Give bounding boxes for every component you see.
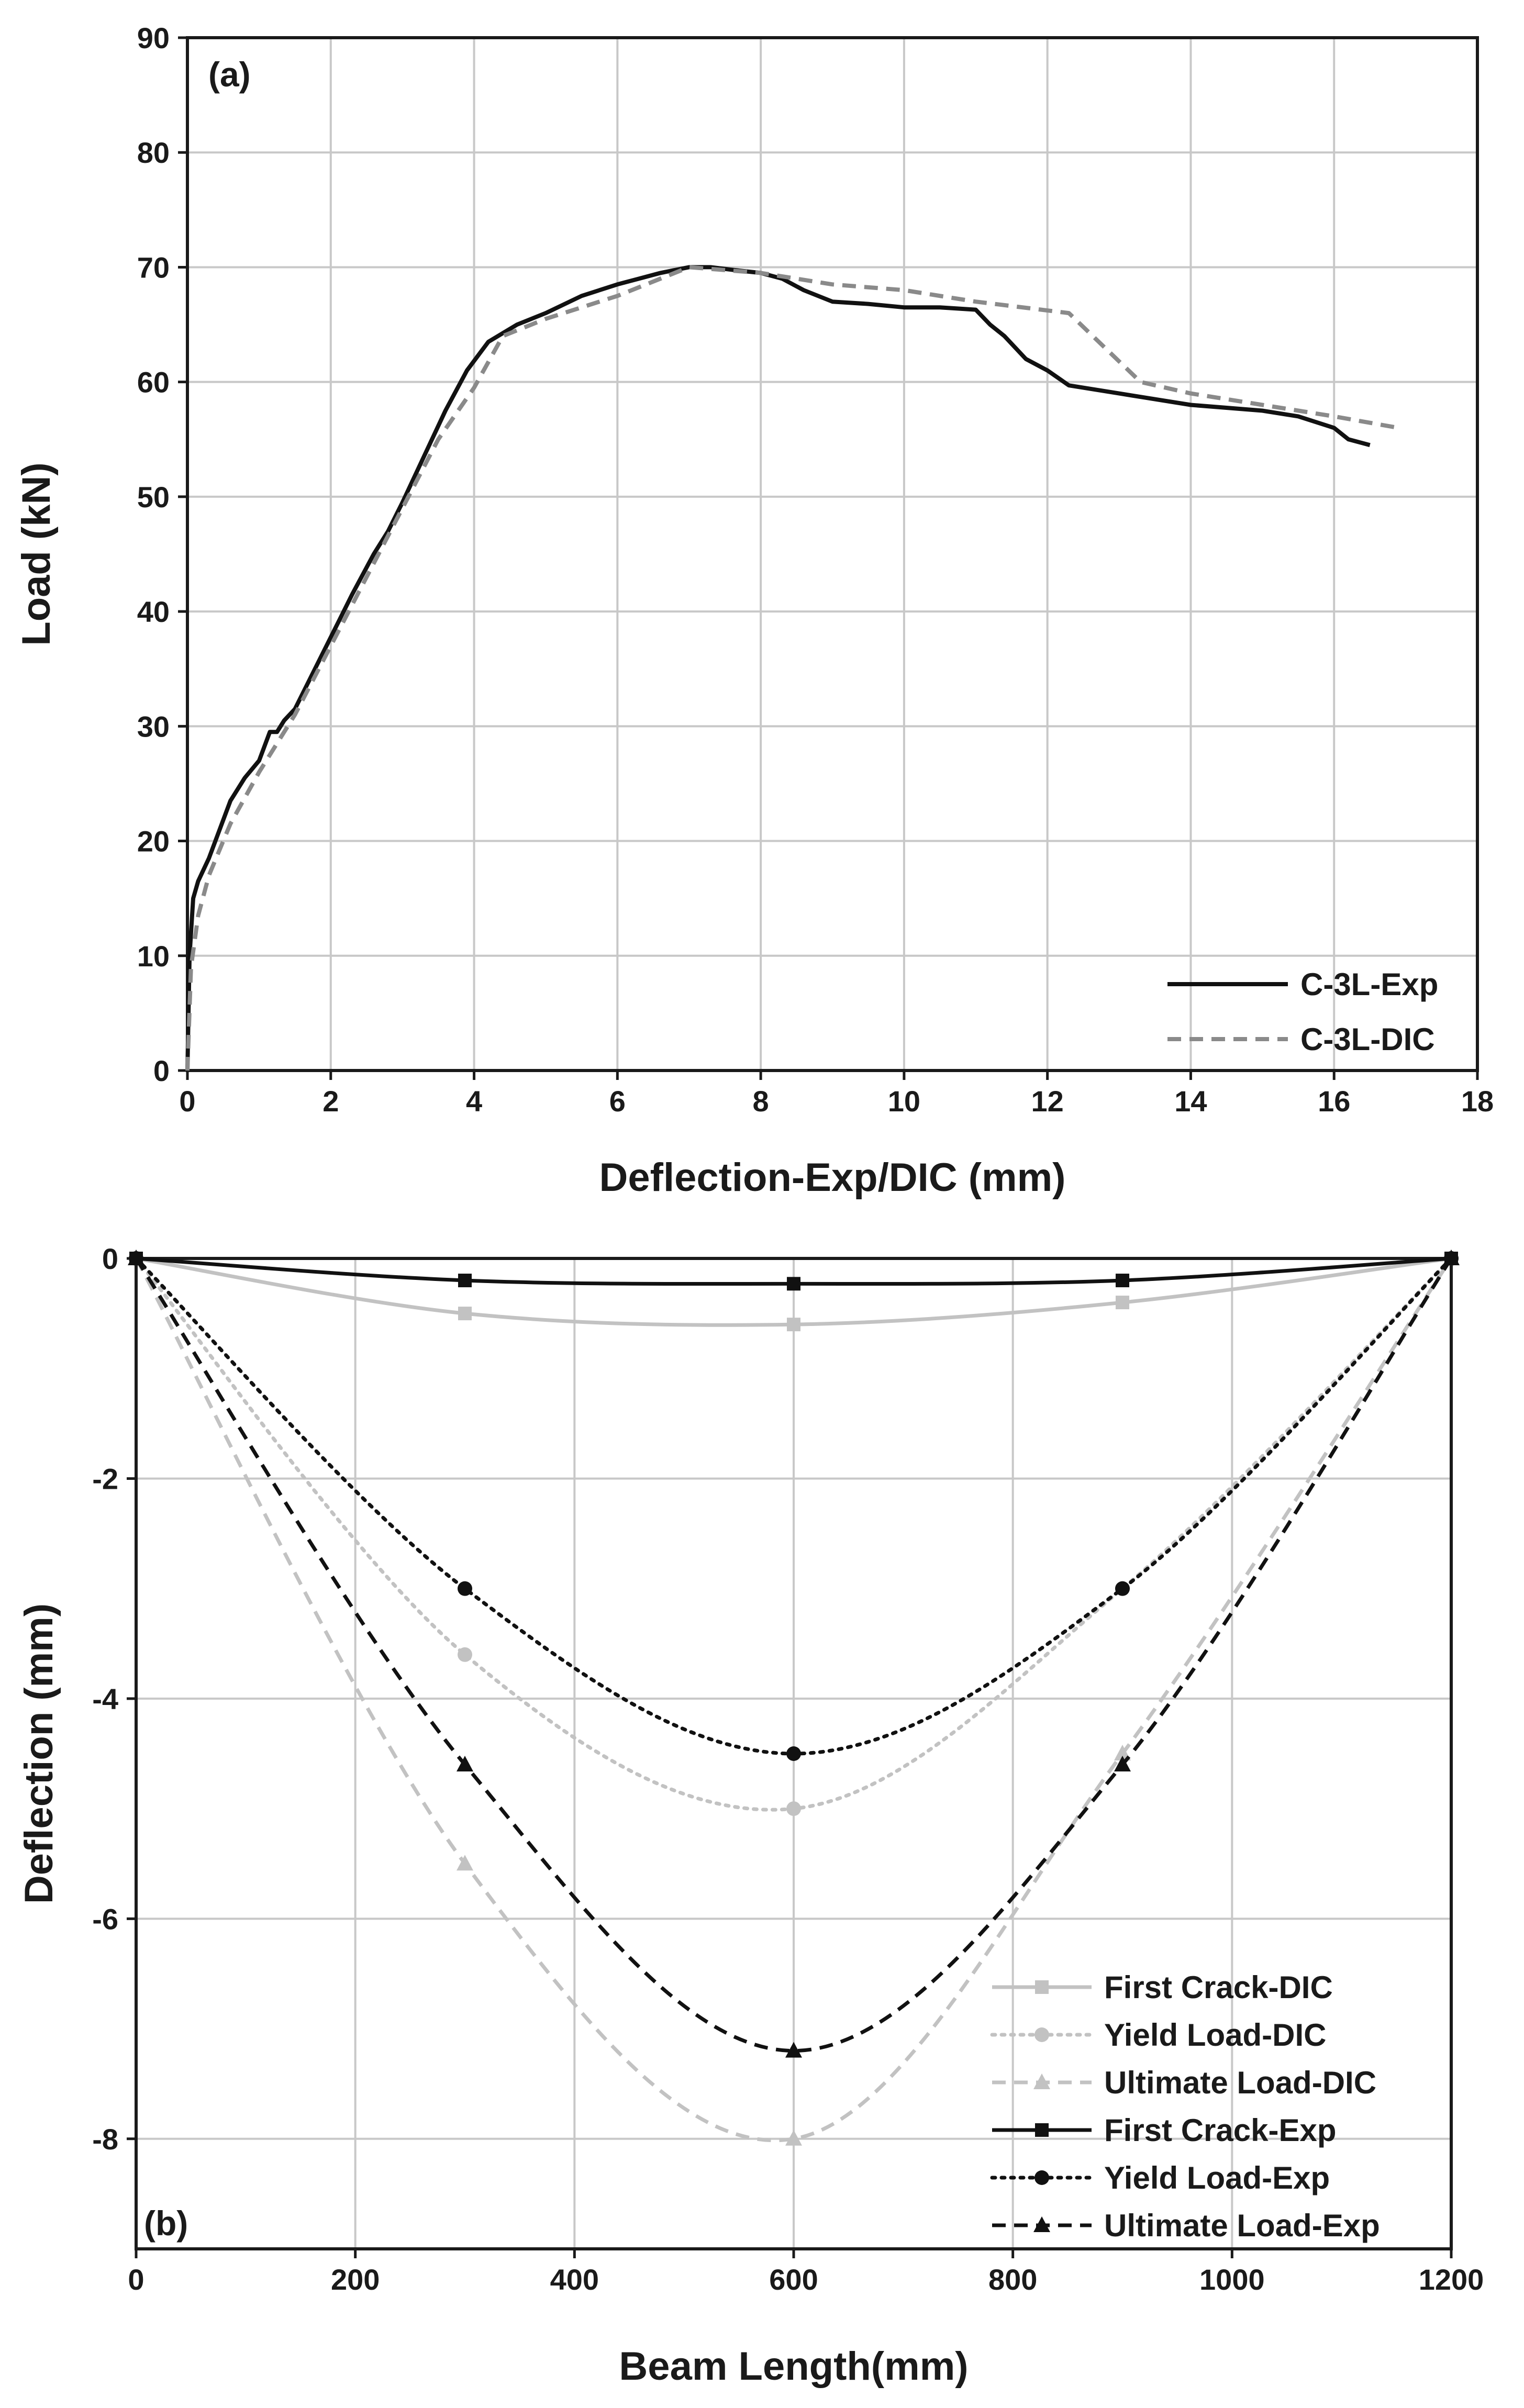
data-point-first-crack-exp-2 [787, 1277, 800, 1291]
panel-a-load-deflection-chart: 0 2 4 6 8 10 12 14 16 18 0 10 20 30 40 50 60 70 80 90 Deflec… [14, 21, 1494, 1200]
legend-label-ultimate-load-exp: Ultimate Load-Exp [1104, 2208, 1380, 2243]
legend-marker-first-crack-dic [1035, 1980, 1049, 1994]
legend-marker-ultimate-load-dic [1033, 2073, 1050, 2089]
y-tick-label-20: 20 [137, 825, 170, 858]
x-tick-label-400: 400 [550, 2263, 599, 2296]
legend-label-yield-load-dic: Yield Load-DIC [1104, 2017, 1326, 2053]
x-tick-label-6: 6 [609, 1085, 626, 1118]
y-tick-label-40: 40 [137, 595, 170, 628]
x-tick-label-0: 0 [179, 1085, 195, 1118]
data-point-first-crack-exp-1 [458, 1274, 472, 1288]
y-tick-label-70: 70 [137, 251, 170, 284]
data-point-ultimate-load-exp-3 [1114, 1756, 1131, 1772]
x-tick-label-1200: 1200 [1419, 2263, 1484, 2296]
data-point-first-crack-dic-2 [787, 1318, 800, 1332]
series-markers-ultimate-load-exp [128, 1250, 1460, 2058]
x-tick-label-16: 16 [1318, 1085, 1350, 1118]
data-point-ultimate-load-dic-1 [457, 1855, 473, 1871]
y-tick-label-4: -4 [92, 1682, 118, 1715]
legend: First Crack-DIC Yield Load-DIC Ultimate Lo… [990, 1970, 1380, 2243]
y-tick-label-60: 60 [137, 366, 170, 399]
x-axis-ticks: 0 200 400 600 800 1000 1200 [128, 2249, 1484, 2296]
legend-label-yield-load-exp: Yield Load-Exp [1104, 2160, 1330, 2195]
x-tick-label-2: 2 [322, 1085, 339, 1118]
x-axis-ticks: 0 2 4 6 8 10 12 14 16 18 [179, 1071, 1494, 1118]
x-tick-label-18: 18 [1461, 1085, 1494, 1118]
legend-marker-first-crack-exp [1035, 2123, 1049, 2137]
x-tick-label-12: 12 [1031, 1085, 1064, 1118]
data-point-yield-load-exp-2 [786, 1746, 801, 1761]
x-tick-label-8: 8 [753, 1085, 769, 1118]
y-tick-label-90: 90 [137, 21, 170, 54]
y-tick-label-80: 80 [137, 136, 170, 169]
data-point-ultimate-load-exp-4 [1443, 1250, 1460, 1265]
x-tick-label-14: 14 [1174, 1085, 1207, 1118]
data-point-yield-load-dic-1 [458, 1647, 472, 1662]
series-line-c-3l-exp [185, 265, 1371, 1071]
legend-label-c-3l-dic: C-3L-DIC [1300, 1022, 1435, 1057]
y-axis-title: Load (kN) [14, 462, 59, 645]
gridlines [187, 38, 1477, 1071]
panel-label: (b) [144, 2204, 188, 2243]
y-tick-label-0: 0 [153, 1054, 170, 1087]
series-line-c-3l-dic [185, 265, 1399, 1071]
y-axis-ticks: 0 -2 -4 -6 -8 [92, 1242, 136, 2156]
x-tick-label-600: 600 [769, 2263, 818, 2296]
data-point-first-crack-dic-3 [1116, 1296, 1129, 1310]
x-tick-label-0: 0 [128, 2263, 144, 2296]
data-point-ultimate-load-exp-0 [128, 1250, 144, 1265]
panel-label: (a) [208, 55, 251, 94]
data-point-first-crack-exp-3 [1116, 1274, 1129, 1288]
y-tick-label-8: -8 [92, 2123, 118, 2156]
legend-marker-yield-load-dic [1034, 2027, 1049, 2042]
y-tick-label-30: 30 [137, 710, 170, 743]
data-point-ultimate-load-exp-2 [785, 2042, 802, 2058]
y-tick-label-2: -2 [92, 1462, 118, 1495]
data-point-yield-load-exp-3 [1115, 1581, 1130, 1596]
x-axis-title: Beam Length(mm) [619, 2344, 968, 2389]
legend-marker-ultimate-load-exp [1033, 2216, 1050, 2232]
data-point-ultimate-load-dic-3 [1114, 1745, 1131, 1760]
y-tick-label-10: 10 [137, 940, 170, 973]
legend: C-3L-Exp C-3L-DIC [1167, 967, 1438, 1057]
panel-b-beam-deflection-chart: 0 200 400 600 800 1000 1200 0 -2 -4 -6 -8 Beam Lengt… [17, 1242, 1484, 2389]
y-axis-title: Deflection (mm) [17, 1603, 61, 1904]
x-tick-label-800: 800 [988, 2263, 1037, 2296]
x-tick-label-200: 200 [331, 2263, 380, 2296]
series-lines [185, 265, 1399, 1071]
x-tick-label-1000: 1000 [1199, 2263, 1265, 2296]
y-tick-label-50: 50 [137, 481, 170, 514]
legend-label-c-3l-exp: C-3L-Exp [1300, 967, 1438, 1002]
data-point-yield-load-exp-1 [458, 1581, 472, 1596]
legend-label-first-crack-dic: First Crack-DIC [1104, 1970, 1333, 2005]
legend-label-ultimate-load-dic: Ultimate Load-DIC [1104, 2065, 1376, 2100]
data-point-ultimate-load-dic-2 [785, 2130, 802, 2146]
y-axis-ticks: 0 10 20 30 40 50 60 70 80 90 [137, 21, 187, 1087]
data-point-yield-load-dic-2 [786, 1801, 801, 1816]
x-axis-title: Deflection-Exp/DIC (mm) [599, 1155, 1066, 1200]
data-point-first-crack-dic-1 [458, 1307, 472, 1321]
legend-marker-yield-load-exp [1034, 2170, 1049, 2185]
y-tick-label-0: 0 [102, 1242, 118, 1275]
x-tick-label-4: 4 [466, 1085, 482, 1118]
series-lines [128, 1250, 1460, 2146]
plot-frame [186, 36, 1479, 1072]
y-tick-label-6: -6 [92, 1902, 118, 1935]
x-tick-label-10: 10 [888, 1085, 920, 1118]
legend-label-first-crack-exp: First Crack-Exp [1104, 2113, 1337, 2148]
data-point-ultimate-load-exp-1 [457, 1756, 473, 1772]
